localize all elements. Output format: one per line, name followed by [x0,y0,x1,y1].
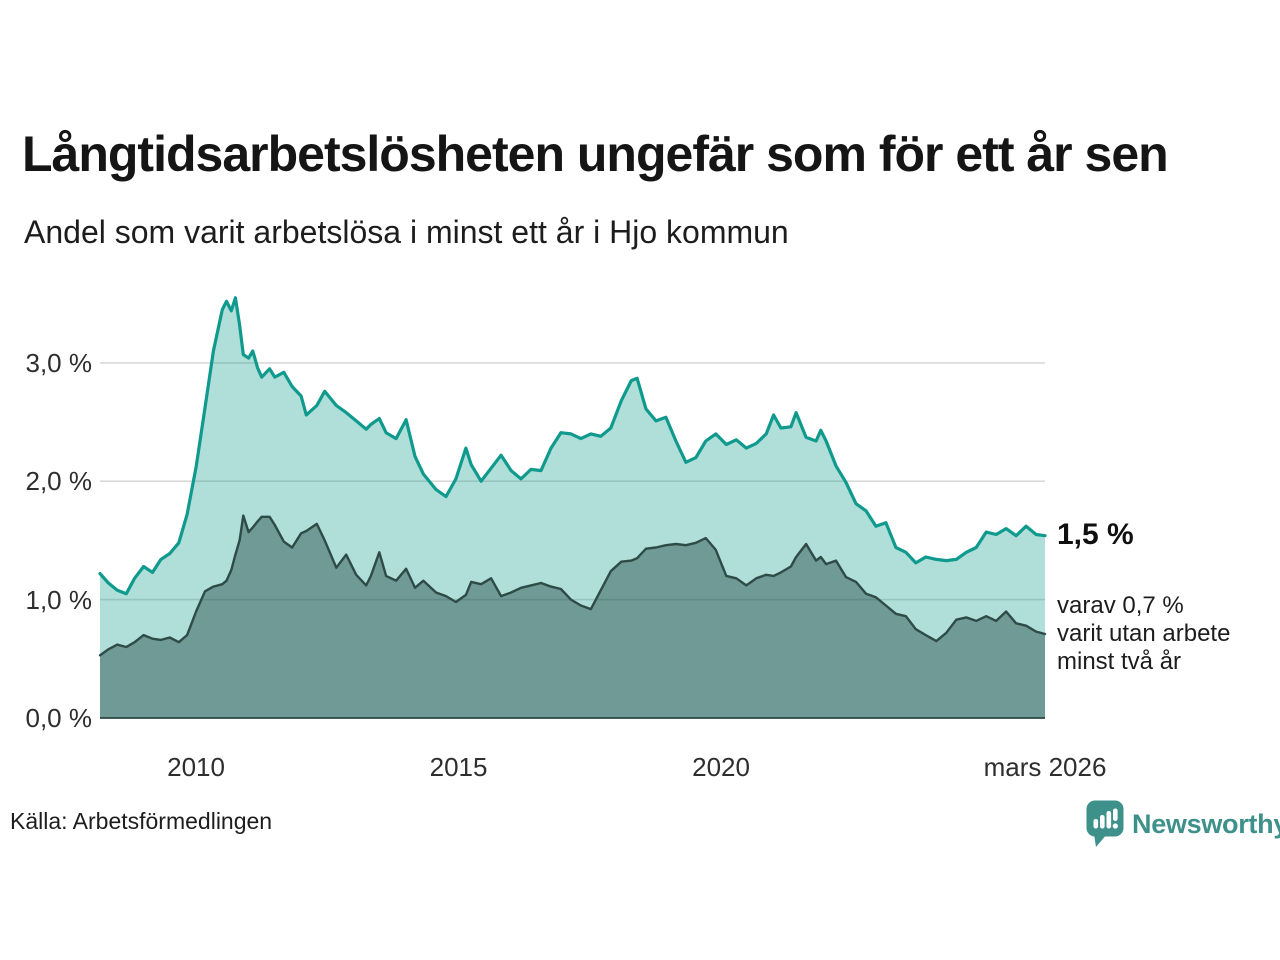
y-tick-label: 1,0 % [25,584,93,615]
x-tick-label: 2010 [167,752,225,782]
page-title: Långtidsarbetslösheten ungefär som för e… [22,126,1169,182]
x-tick-label: 2020 [692,752,750,782]
end-label-secondary: varav 0,7 % varit utan arbete minst två … [1057,592,1230,676]
source-credit: Källa: Arbetsförmedlingen [10,808,273,834]
series-minst-tva-ar-area [100,515,1045,718]
end-label-secondary-line: varit utan arbete [1057,620,1231,647]
newsworthy-brand: Newsworthy [1086,800,1280,848]
newsworthy-logo-icon [1086,800,1124,847]
end-label-secondary-line: minst två år [1057,648,1182,675]
series-minst-ett-ar-area [100,297,1045,718]
end-label-secondary-line: varav 0,7 % [1057,592,1184,619]
page-subtitle: Andel som varit arbetslösa i minst ett å… [24,214,789,250]
newsworthy-logo-text: Newsworthy [1132,808,1280,839]
series-minst-ett-ar-line [98,296,1047,596]
x-tick-label: 2015 [429,752,488,782]
x-tick-label: mars 2026 [983,752,1107,782]
series-minst-tva-ar-line [98,514,1047,657]
y-tick-label: 0,0 % [25,703,93,733]
y-tick-label: 2,0 % [25,466,93,497]
y-tick-label: 3,0 % [25,347,93,378]
end-label-primary: 1,5 % [1057,518,1134,551]
